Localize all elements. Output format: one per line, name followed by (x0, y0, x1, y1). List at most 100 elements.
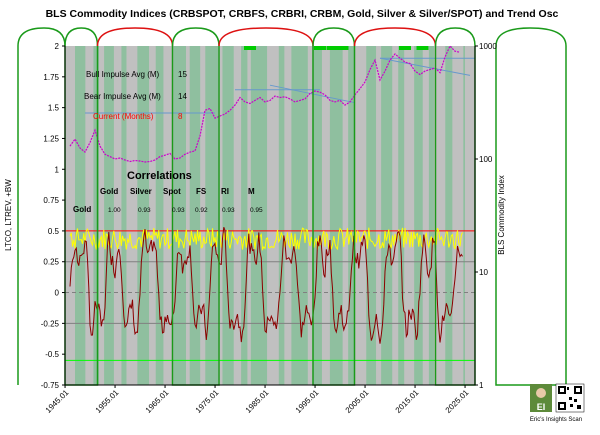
shading-stripe-20 (414, 46, 423, 385)
logo-initials: EI (537, 402, 546, 412)
stat-bear-label: Bear Impulse Avg (M) (84, 92, 161, 101)
corr-val-ri: 0.93 (222, 207, 235, 214)
green-marker-4 (399, 46, 411, 50)
shading-stripe-4 (137, 46, 150, 385)
corr-col-m: M (248, 187, 255, 196)
green-markers (244, 46, 429, 50)
corr-col-ri: RI (221, 187, 229, 196)
y-left-tick-3: 1.25 (43, 134, 59, 143)
y-left-tick-6: 0.5 (48, 227, 60, 236)
y-right-ticks: 1000 100 10 1 (475, 42, 497, 390)
stat-bear-value: 14 (178, 92, 187, 101)
shading-stripe-2 (104, 46, 114, 385)
shading-stripe-11 (250, 46, 268, 385)
chart-title: BLS Commodity Indices (CRBSPOT, CRBFS, C… (46, 8, 559, 20)
left-outer-box (17, 27, 66, 385)
shading-stripe-3 (121, 46, 127, 385)
stat-current-value: 8 (178, 112, 183, 121)
cycle-box-1 (96, 27, 174, 47)
y-left-tick-11: -0.75 (41, 381, 60, 390)
y-left-tick-0: 2 (55, 42, 60, 51)
stat-bull-value: 15 (178, 70, 187, 79)
shading-stripe-18 (381, 46, 393, 385)
green-marker-1 (314, 46, 326, 50)
trend-line-4 (379, 57, 471, 76)
shading-stripe-13 (291, 46, 308, 385)
shading-stripe-17 (366, 46, 377, 385)
shading-stripe-19 (398, 46, 405, 385)
shading-stripe-7 (189, 46, 201, 385)
y-right-tick-0: 1000 (479, 42, 497, 51)
corr-val-silver: 0.93 (138, 207, 151, 214)
x-ticks: 1945.01 1955.01 1965.01 1975.01 1985.01 1995.… (44, 385, 471, 415)
shading-stripe-0 (75, 46, 86, 385)
x-tick-2: 1965.01 (144, 388, 171, 415)
reference-lines (65, 230, 475, 361)
shading-stripe-15 (329, 46, 343, 385)
qr-code-icon (555, 383, 585, 413)
green-marker-2 (326, 46, 339, 50)
corr-row-gold: Gold (73, 205, 91, 214)
x-tick-3: 1975.01 (194, 388, 221, 415)
corr-col-gold: Gold (100, 187, 118, 196)
shading-stripe-12 (278, 46, 285, 385)
y-left-tick-1: 1.75 (43, 73, 59, 82)
series-ltco-line (69, 227, 463, 344)
shading-stripe-22 (445, 46, 453, 385)
logo-caption: Eric's Insights Scan (530, 417, 582, 423)
y-left-tick-9: -0.25 (41, 319, 60, 328)
corr-col-silver: Silver (130, 187, 152, 196)
y-left-tick-7: 0.25 (43, 258, 59, 267)
y-axis-left-label: LTCO, LTREV, +BW (4, 179, 13, 251)
plot-area (65, 46, 475, 385)
y-right-tick-3: 1 (479, 381, 484, 390)
stat-bull-label: Bull Impulse Avg (M) (86, 70, 160, 79)
green-marker-5 (416, 46, 429, 50)
corr-val-m: 0.95 (250, 207, 263, 214)
cycle-box-5 (353, 27, 437, 47)
logo: EI Eric's Insights Scan (530, 383, 585, 423)
x-tick-6: 2005.01 (344, 388, 371, 415)
shading-stripe-8 (205, 46, 219, 385)
correlations-title: Correlations (127, 170, 192, 182)
correlations-block: Correlations Gold Silver Spot FS RI M Go… (73, 170, 263, 214)
x-tick-5: 1995.01 (294, 388, 321, 415)
shading-stripe-5 (155, 46, 164, 385)
x-tick-4: 1985.01 (244, 388, 271, 415)
x-tick-0: 1945.01 (44, 388, 71, 415)
shading-stripes (75, 46, 465, 385)
stat-current-label: Current (Months) (93, 112, 154, 121)
corr-col-fs: FS (196, 187, 207, 196)
corr-val-gold: 1.00 (108, 207, 121, 214)
shading-stripe-6 (173, 46, 187, 385)
x-tick-1: 1955.01 (94, 388, 121, 415)
corr-col-spot: Spot (163, 187, 181, 196)
corr-val-fs: 0.92 (195, 207, 208, 214)
x-tick-8: 2025.01 (444, 388, 471, 415)
shading-stripe-9 (222, 46, 234, 385)
y-right-tick-2: 10 (479, 268, 488, 277)
stats-block: Bull Impulse Avg (M) 15 Bear Impulse Avg… (84, 70, 187, 121)
right-outer-box (495, 27, 567, 386)
shading-stripe-16 (348, 46, 355, 385)
cycle-box-3 (218, 27, 314, 47)
y-left-tick-10: -0.5 (45, 350, 59, 359)
y-left-tick-4: 1 (55, 165, 60, 174)
green-marker-0 (244, 46, 256, 50)
cycle-box-2 (171, 27, 220, 386)
cycle-box-6 (434, 27, 476, 386)
cycle-boxes (17, 27, 567, 386)
shading-stripe-14 (312, 46, 322, 385)
y-axis-right-label: BLS Commodity Index (497, 175, 506, 255)
shading-stripe-10 (241, 46, 248, 385)
logo-face (536, 388, 546, 398)
series-index-line (69, 44, 461, 163)
green-marker-3 (336, 46, 349, 50)
y-left-ticks: 2 1.75 1.5 1.25 1 0.75 0.5 0.25 0 -0.25 -0.5 -0.75 (41, 42, 65, 390)
y-left-tick-5: 0.75 (43, 196, 59, 205)
shading-stripe-1 (93, 46, 99, 385)
x-tick-7: 2015.01 (394, 388, 421, 415)
y-left-tick-8: 0 (55, 289, 60, 298)
shading-stripe-21 (428, 46, 434, 385)
